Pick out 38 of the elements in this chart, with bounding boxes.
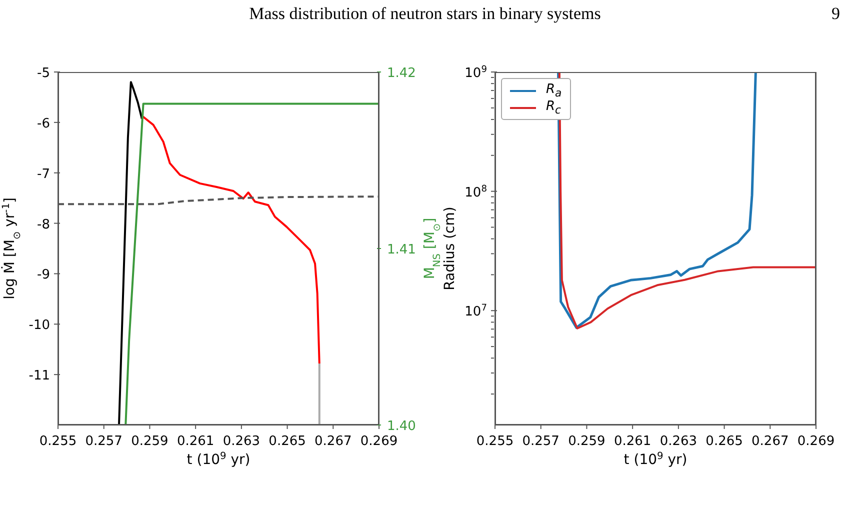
y-tick-label: -7	[37, 166, 50, 182]
x-tick-label: 0.269	[797, 434, 835, 449]
x-tick-label: 0.267	[752, 434, 789, 449]
y-tick-label: 10$^{7}$	[464, 304, 488, 320]
x-tick-label: 0.257	[522, 434, 560, 449]
y-tick-label: -5	[37, 66, 50, 81]
x-tick-label: 0.261	[614, 434, 652, 449]
x-tick-label: 0.255	[476, 434, 514, 449]
x-tick-label: 0.257	[85, 434, 122, 449]
x-tick-label: 0.263	[222, 434, 260, 449]
legend-label: R$_{c}$	[546, 98, 562, 116]
text: Mass distribution of neutron stars in binary systems	[249, 4, 601, 23]
x-axis-title: t (10$^{9}$ yr)	[624, 450, 688, 468]
x-axis-title: t (10$^{9}$ yr)	[186, 450, 250, 468]
y-tick-label: -11	[28, 368, 50, 384]
x-tick-label: 0.259	[568, 434, 606, 449]
x-tick-label: 0.267	[314, 434, 352, 449]
x-tick-label: 0.265	[706, 434, 743, 449]
line-series	[118, 81, 143, 425]
y2-tick-label: 1.40	[387, 419, 416, 434]
x-tick-label: 0.269	[360, 434, 398, 449]
x-tick-label: 0.263	[660, 434, 698, 449]
y-axis-title: Radius (cm)	[442, 206, 458, 290]
y2-tick-label: 1.42	[387, 66, 416, 81]
y-tick-label: -10	[28, 318, 50, 334]
y-tick-label: -6	[37, 116, 50, 132]
y-tick-label: -8	[37, 217, 50, 232]
y-tick-label: -9	[37, 268, 50, 283]
x-tick-label: 0.255	[39, 434, 77, 449]
y-tick-label: 10$^{8}$	[464, 184, 488, 200]
x-tick-label: 0.259	[131, 434, 168, 449]
x-tick-label: 0.261	[176, 434, 214, 449]
x-tick-label: 0.265	[268, 434, 306, 449]
y-tick-label: 10$^{9}$	[464, 65, 488, 81]
text: 9	[832, 4, 840, 24]
legend-label: R$_{a}$	[546, 82, 562, 100]
line-series	[140, 116, 320, 364]
y2-tick-label: 1.41	[387, 242, 416, 258]
